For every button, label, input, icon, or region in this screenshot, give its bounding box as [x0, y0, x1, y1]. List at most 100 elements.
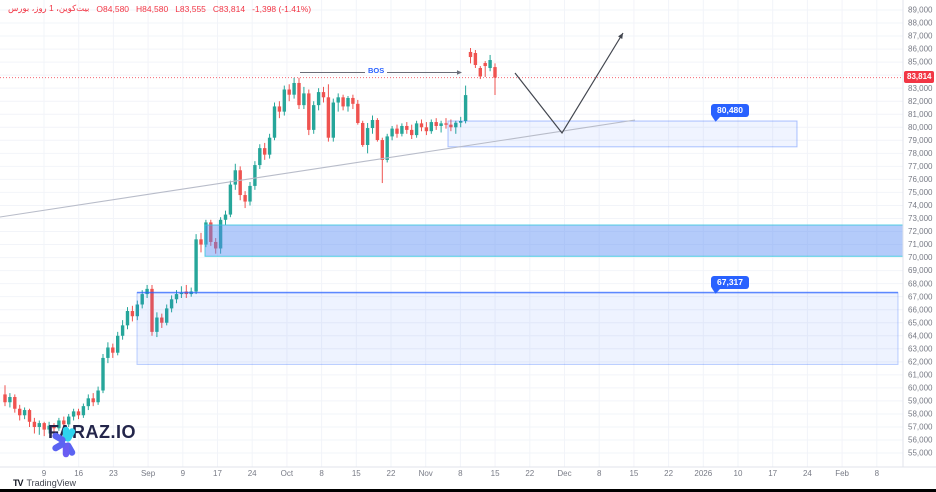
candle-body [272, 106, 277, 138]
candle-body [400, 125, 404, 134]
x-axis-tick-label: 15 [491, 469, 500, 478]
demand-price-badge[interactable]: 67,317 [711, 276, 749, 290]
resistance-zone [447, 120, 798, 148]
candle-body [478, 67, 482, 77]
y-axis-tick-label: 72,000 [908, 227, 933, 236]
candle-body [395, 128, 399, 134]
faraz-asterisk-icon [52, 426, 76, 458]
x-axis-tick-label: 15 [352, 469, 361, 478]
y-axis-tick-label: 88,000 [908, 19, 933, 28]
candle-body [179, 292, 184, 295]
candle-body [287, 89, 291, 95]
tradingview-attribution[interactable]: TV TradingView [13, 478, 76, 488]
x-axis-tick-label: 8 [458, 469, 463, 478]
candle-body [27, 410, 32, 422]
candle-body [52, 425, 56, 429]
candle-body [160, 317, 164, 323]
y-axis-tick-label: 89,000 [908, 6, 933, 15]
candle-body [493, 67, 497, 78]
x-axis-tick-label: 8 [319, 469, 324, 478]
candle-body [91, 398, 95, 403]
y-axis-tick-label: 62,000 [908, 357, 933, 366]
y-axis-tick-label: 79,000 [908, 136, 933, 145]
candle-body [111, 347, 115, 353]
candle-body [444, 123, 448, 125]
x-axis-tick-label: Dec [557, 469, 571, 478]
candle-body [145, 288, 149, 295]
x-axis-tick-label: 23 [109, 469, 118, 478]
candle-body [62, 420, 66, 425]
candle-body [321, 92, 326, 98]
x-axis-tick-label: 24 [248, 469, 257, 478]
x-axis-tick-label: 16 [74, 469, 83, 478]
projection-arrowhead [618, 33, 623, 39]
candle-body [307, 93, 311, 130]
y-axis-tick-label: 87,000 [908, 32, 933, 41]
candle-body [76, 411, 81, 416]
candle-body [316, 92, 321, 106]
candle-body [434, 122, 438, 126]
y-axis-tick-label: 74,000 [908, 201, 933, 210]
candle-body [365, 128, 370, 146]
zones-layer [136, 120, 904, 365]
candle-body [22, 410, 27, 416]
y-axis-tick-label: 64,000 [908, 331, 933, 340]
y-axis-tick-label: 71,000 [908, 240, 933, 249]
x-axis-tick-label: 2026 [694, 469, 712, 478]
y-axis-tick-label: 66,000 [908, 305, 933, 314]
candle-body [125, 311, 130, 326]
candle-body [174, 294, 179, 300]
y-axis-tick-label: 56,000 [908, 436, 933, 445]
candle-body [459, 121, 463, 123]
candle-body [375, 119, 380, 141]
y-axis-tick-label: 60,000 [908, 383, 933, 392]
candle-body [96, 390, 100, 403]
candle-body [67, 416, 71, 425]
candle-body [101, 357, 105, 391]
candle-body [414, 123, 419, 136]
current-price-badge[interactable]: 83,814 [904, 71, 935, 83]
candle-body [169, 299, 174, 309]
resistance-price-badge[interactable]: 80,480 [711, 104, 749, 118]
candle-body [312, 105, 316, 130]
y-axis-tick-label: 75,000 [908, 188, 933, 197]
candle-body [140, 294, 144, 305]
y-axis-tick-label: 59,000 [908, 397, 933, 406]
y-axis-tick-label: 83,000 [908, 84, 933, 93]
candle-body [282, 89, 286, 112]
projection-arrow-line [514, 32, 624, 135]
tradingview-attribution-text: TradingView [26, 478, 77, 488]
candle-body [267, 137, 272, 155]
y-axis-tick-label: 78,000 [908, 149, 933, 158]
candle-body [468, 51, 473, 58]
demand-zone [136, 292, 899, 365]
bos-annotation-label[interactable]: BOS [365, 66, 388, 76]
candle-body [380, 140, 384, 160]
candle-body [385, 136, 389, 160]
y-axis-tick-label: 70,000 [908, 253, 933, 262]
candle-body [346, 97, 350, 107]
candle-body [326, 97, 331, 138]
y-axis-tick-label: 58,000 [908, 410, 933, 419]
candle-body [150, 288, 154, 332]
candle-body [218, 219, 223, 249]
y-axis-tick-label: 82,000 [908, 97, 933, 106]
y-axis-tick-label: 67,000 [908, 292, 933, 301]
x-axis-tick-label: 22 [387, 469, 396, 478]
candle-body [336, 97, 340, 103]
candle-body [228, 184, 233, 215]
candle-body [410, 129, 414, 136]
window-bottom-edge [0, 489, 936, 492]
trendline [0, 119, 636, 218]
x-axis-tick-label: Sep [141, 469, 156, 478]
candle-body [47, 425, 51, 430]
y-axis-tick-label: 68,000 [908, 279, 933, 288]
candle-body [331, 102, 335, 138]
candle-body [135, 304, 139, 317]
candle-body [248, 185, 252, 202]
candle-body [214, 241, 218, 249]
x-axis[interactable]: 9 16 23 Sep 9 17 24 Oct 8 15 22 Nov 8 15 22 Dec 8 15 22 202… [42, 469, 880, 478]
candle-body [297, 82, 301, 106]
